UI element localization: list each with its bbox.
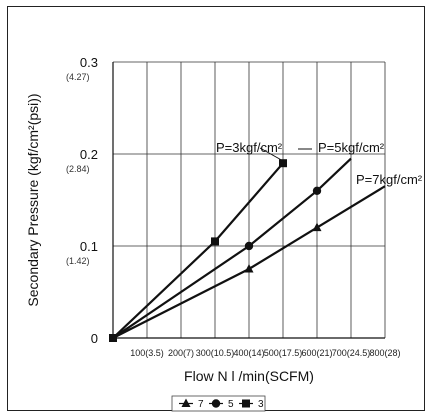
legend: 7 5 3 [171,395,266,412]
x-tick-label: 300(10.5) [196,348,235,358]
legend-marker-7 [181,398,191,407]
series-5: P=5kgf/cm² [112,140,385,339]
x-tick-label: 800(28) [369,348,400,358]
x-tick-label: 600(21) [301,348,332,358]
y-tick-sublabel: (1.42) [66,256,90,266]
legend-label-3: 3 [258,399,264,410]
data-point-7 [244,264,254,273]
legend-label-5: 5 [228,399,234,410]
chart-frame [7,6,425,411]
y-tick-sublabel: (4.27) [66,72,90,82]
y-tick-label: 0.1 [80,239,98,254]
grid [112,61,386,339]
curve-leader-3 [259,147,286,163]
series-7: P=7kgf/cm² [112,172,423,339]
x-axis-title: Flow N l /min(SCFM) [184,368,314,384]
series-3: P=3kgf/cm² [109,140,287,342]
y-tick-label: 0.3 [80,55,98,70]
data-point-5 [312,186,322,195]
y-tick-label: 0 [91,331,98,346]
data-point-3 [279,159,287,168]
y-tick-sublabel: (2.84) [66,164,90,174]
legend-marker-5 [211,399,221,408]
series-line-7 [112,185,386,339]
curve-label-7: P=7kgf/cm² [356,172,423,187]
legend-marker-3 [242,399,250,408]
legend-label-7: 7 [198,399,204,410]
data-point-3 [211,237,219,246]
x-tick-label: 500(17.5) [264,348,303,358]
y-tick-label: 0.2 [80,147,98,162]
data-point-5 [244,241,254,251]
data-point-7 [312,222,322,232]
tick-labels: 0 0.1 (1.42) 0.2 (2.84) 0.3 (4.27) 100(3.5) 200(… [66,55,401,358]
curve-label-3: P=3kgf/cm² [216,140,283,155]
series-layer: P=3kgf/cm² P=5kgf/cm² P=7kgf/cm² [109,140,423,342]
x-tick-label: 100(3.5) [130,348,164,358]
x-tick-label: 200(7) [168,348,194,358]
y-axis-title: Secondary Pressure (kgf/cm²(psi)) [25,93,41,306]
x-tick-label: 700(24.5) [332,348,371,358]
series-line-5 [112,157,352,339]
series-line-3 [112,162,284,339]
x-tick-label: 400(14) [233,348,264,358]
curve-label-5: P=5kgf/cm² [318,140,385,155]
